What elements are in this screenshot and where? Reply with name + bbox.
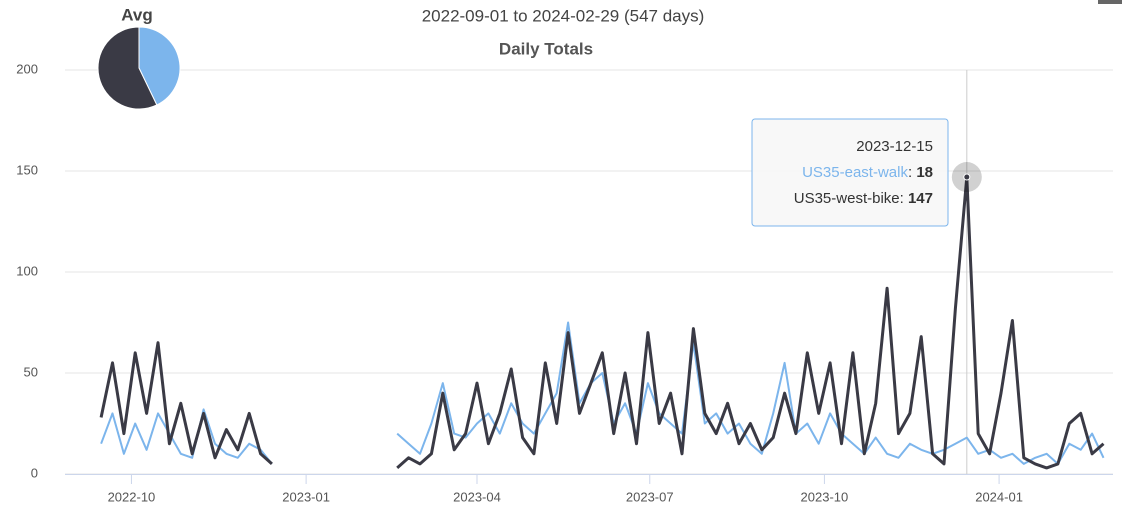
y-tick-label: 0 [31, 465, 38, 480]
tooltip-row: US35-east-walk: 18 [802, 164, 933, 181]
y-tick-label: 50 [24, 364, 38, 379]
chart-title: Daily Totals [499, 39, 593, 58]
tooltip-series-name: US35-east-walk [802, 164, 908, 181]
pie-slice [138, 26, 181, 106]
x-tick-label: 2022-10 [108, 489, 156, 504]
x-tick-label: 2023-07 [626, 489, 674, 504]
x-tick-label: 2023-04 [453, 489, 501, 504]
y-tick-label: 100 [16, 263, 38, 278]
tooltip-series-name: US35-west-bike [794, 190, 900, 207]
x-tick-label: 2024-01 [975, 489, 1023, 504]
menu-button[interactable] [1098, 0, 1122, 4]
series-line [99, 341, 273, 466]
series-line [100, 408, 273, 465]
pie-title: Avg [121, 5, 153, 24]
x-tick-label: 2023-10 [801, 489, 849, 504]
tooltip-sep: : [908, 164, 916, 181]
tooltip-sep: : [900, 190, 908, 207]
hover-point [963, 173, 971, 181]
tooltip: 2023-12-15 US35-east-walk: 18 US35-west-bi… [751, 118, 949, 227]
y-tick-label: 150 [16, 162, 38, 177]
tooltip-box [751, 118, 949, 227]
y-tick-label: 200 [16, 61, 38, 76]
tooltip-value: 147 [908, 190, 933, 207]
series-line [396, 175, 1105, 470]
chart-subtitle: 2022-09-01 to 2024-02-29 (547 days) [422, 6, 705, 25]
series-line [396, 321, 1105, 465]
tooltip-value: 18 [916, 164, 933, 181]
tooltip-row: US35-west-bike: 147 [794, 190, 933, 207]
x-tick-label: 2023-01 [282, 489, 330, 504]
pie-slice [97, 26, 158, 110]
tooltip-date: 2023-12-15 [856, 138, 933, 155]
